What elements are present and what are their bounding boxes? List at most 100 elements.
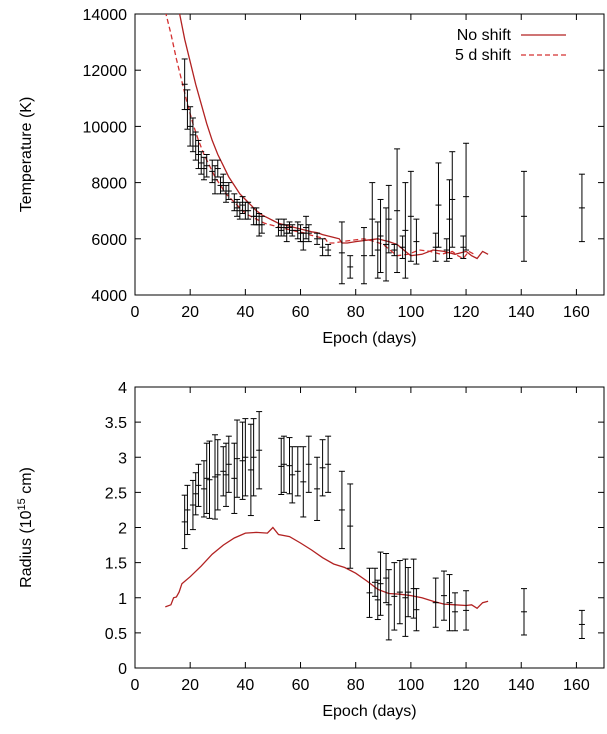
x-tick-label: 160 [563,677,590,694]
data-point [286,221,293,234]
data-point [189,117,196,153]
data-point [402,182,409,279]
x-tick-label: 0 [131,304,140,321]
data-point [432,577,439,628]
x-tick-label: 100 [398,304,425,321]
data-point [294,446,301,497]
data-point [192,131,199,161]
y-tick-label: 4000 [91,288,127,305]
data-point [212,434,219,520]
data-point [239,421,246,500]
data-point [319,238,326,257]
data-point [413,218,420,265]
data-point [338,221,345,285]
data-point [286,437,293,495]
data-point [289,446,296,504]
x-tick-label: 140 [508,304,535,321]
data-point [385,184,392,254]
data-point [300,446,307,518]
y-tick-label: 2 [118,521,127,538]
data-point [209,159,216,184]
data-point [225,182,232,200]
y-tick-label: 6000 [91,232,127,249]
y-tick-label: 0.5 [105,626,127,643]
y-axis-label: Radius (1015 cm) [16,467,35,588]
x-axis-label: Epoch (days) [322,330,416,347]
x-tick-label: 0 [131,677,140,694]
data-point [319,439,326,497]
data-point [377,198,384,274]
data-point [446,179,453,259]
data-point [195,463,202,507]
x-axis-label: Epoch (days) [322,703,416,720]
data-point [206,440,213,519]
data-point [413,588,420,632]
data-point [305,224,312,243]
data-point [383,207,390,282]
data-point [338,470,345,550]
data-point [234,419,241,498]
plot-area [165,411,585,641]
data-point [578,609,585,639]
data-point [181,58,188,111]
data-point [374,579,381,621]
data-point [407,170,414,262]
data-point [187,106,194,147]
chart-panel-2: 0 20 40 60 80 100 120 140 160 0 0.5 1 1.5 2 2.5 3 3.5 4 Ep… [16,380,605,720]
data-point [189,479,196,531]
data-point [385,569,392,641]
data-point [212,165,219,195]
y-tick-label: 2.5 [105,485,127,502]
data-point [325,243,332,257]
data-point [520,170,527,262]
data-point [399,235,406,259]
data-point [314,232,321,245]
chart-panel-1: 0 20 40 60 80 100 120 140 160 4000 6000 8000 10000 12… [18,7,605,347]
data-point [250,418,257,497]
data-point [405,567,412,618]
data-point [245,201,252,220]
x-tick-label: 60 [292,677,310,694]
x-tick-label: 40 [236,677,254,694]
plot-frame [134,13,605,296]
data-point [325,435,332,493]
y-tick-label: 3.5 [105,415,127,432]
legend-label: No shift [457,27,512,44]
data-point [220,173,227,192]
series-line-model [165,526,489,610]
y-tick-label: 1.5 [105,556,127,573]
data-point [305,435,312,493]
y-tick-label: 0 [118,661,127,678]
x-tick-label: 20 [181,304,199,321]
data-point [198,151,205,175]
x-tick-label: 80 [347,304,365,321]
data-point [374,221,381,279]
data-point [449,151,456,248]
x-tick-label: 80 [347,677,365,694]
data-point [435,162,442,248]
data-point [214,439,221,511]
data-point [443,238,450,262]
data-point [520,588,527,636]
x-tick-label: 100 [398,677,425,694]
data-point [372,567,379,597]
data-point [369,182,376,257]
series-line-no-shift [178,14,489,260]
data-point [242,418,249,497]
data-point [347,255,354,279]
y-tick-label: 12000 [83,63,128,80]
y-tick-label: 14000 [83,7,128,24]
data-point [303,215,310,240]
data-point [391,243,398,257]
data-point [460,235,467,259]
data-point [258,215,265,234]
data-point [463,590,470,631]
data-point [347,483,354,569]
data-point [383,552,390,604]
data-point [220,446,227,497]
data-point [394,148,401,274]
data-point [440,570,447,621]
data-point [203,154,210,178]
data-point [192,472,199,516]
data-point [223,442,230,507]
